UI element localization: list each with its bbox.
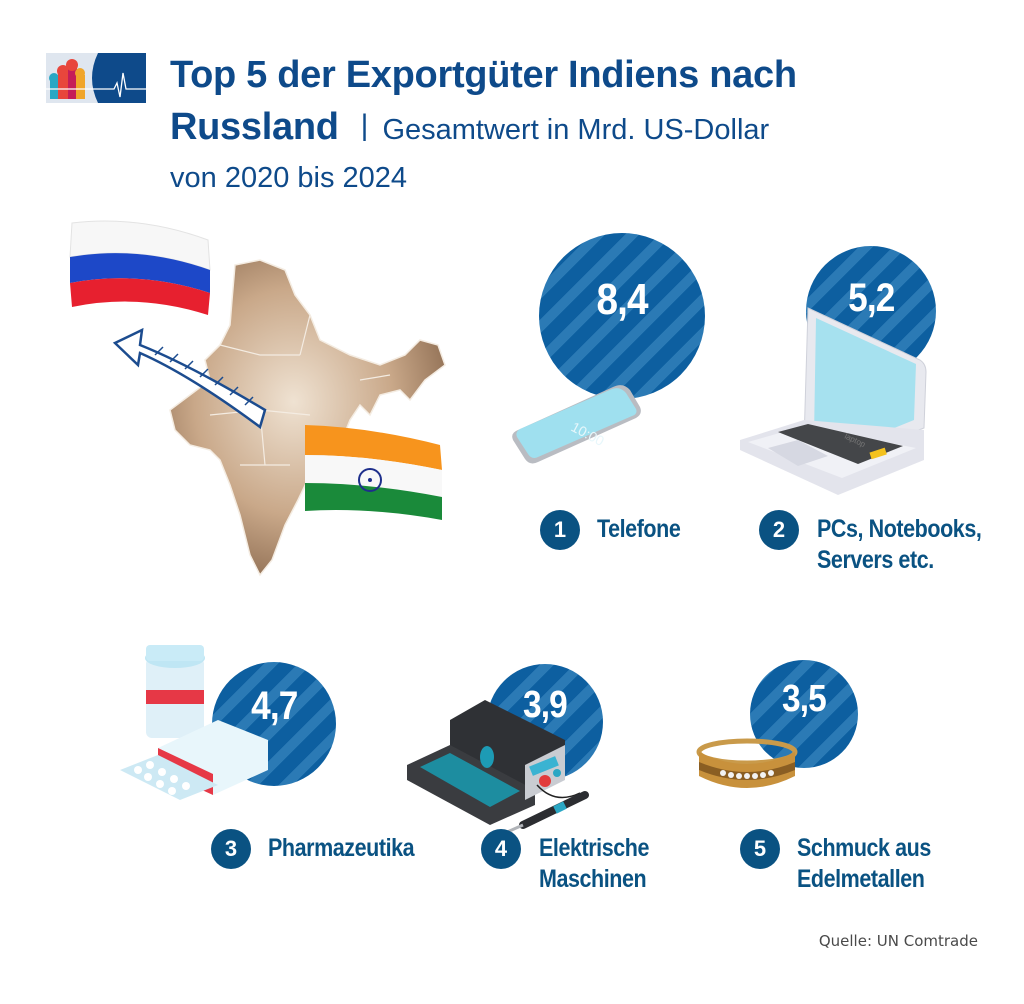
label-item-4-line2: Maschinen [539, 865, 647, 893]
page-subtitle-period: von 2020 bis 2024 [170, 162, 408, 194]
rank-badge-2: 2 [759, 510, 799, 550]
value-5: 3,5 [782, 678, 827, 720]
source-note: Quelle: UN Comtrade [818, 932, 978, 950]
laptop-icon: laptop [738, 300, 928, 495]
rank-badge-1: 1 [540, 510, 580, 550]
india-flag-icon [305, 425, 442, 520]
value-4: 3,9 [523, 684, 568, 726]
page-title-line2: Russland | Gesamtwert in Mrd. US-Dollar [170, 104, 769, 153]
label-item-5-line2: Edelmetallen [797, 865, 925, 893]
title-separator: | [360, 109, 369, 142]
medicine-icon [118, 640, 288, 810]
soldering-station-icon [405, 695, 605, 835]
page-title: Top 5 der Exportgüter Indiens nach [170, 54, 797, 96]
india-map-icon [169, 259, 446, 577]
title-country: Russland [170, 106, 339, 148]
russia-flag-icon [69, 220, 211, 315]
export-arrow-icon [112, 327, 267, 430]
ring-icon [695, 738, 800, 794]
value-bubble-1: 8,4 [539, 233, 705, 399]
smartphone-icon: 10:00 [508, 382, 648, 467]
value-1: 8,4 [596, 275, 648, 324]
kremlin-ekg-logo-icon [46, 53, 146, 103]
label-item-4-line1: Elektrische [539, 834, 650, 862]
label-item-2-line2: Servers etc. [817, 546, 934, 574]
label-item-1: Telefone [597, 515, 681, 543]
label-item-5-line1: Schmuck aus [797, 834, 931, 862]
value-bubble-3: 4,7 [212, 662, 336, 786]
label-item-2-line1: PCs, Notebooks, [817, 515, 982, 543]
rank-badge-4: 4 [481, 829, 521, 869]
rank-badge-3: 3 [211, 829, 251, 869]
page-subtitle: Gesamtwert in Mrd. US-Dollar [382, 114, 770, 146]
india-russia-illustration [60, 215, 460, 585]
value-3: 4,7 [250, 684, 298, 728]
label-item-3: Pharmazeutika [268, 834, 415, 862]
value-bubble-5: 3,5 [750, 660, 858, 768]
value-2: 5,2 [847, 276, 895, 320]
rank-badge-5: 5 [740, 829, 780, 869]
